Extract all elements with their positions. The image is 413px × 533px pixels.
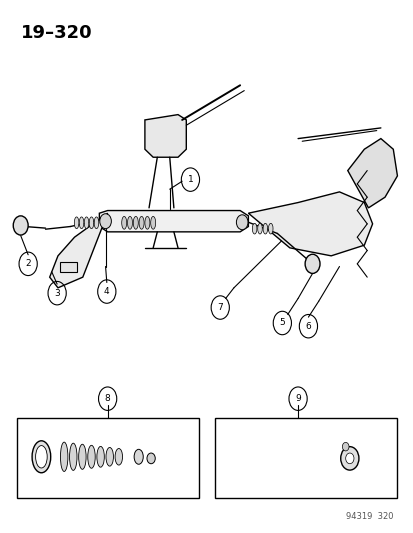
Bar <box>60 262 76 272</box>
Circle shape <box>345 453 353 464</box>
PathPatch shape <box>50 213 107 288</box>
Ellipse shape <box>60 442 68 472</box>
Text: 7: 7 <box>217 303 223 312</box>
Ellipse shape <box>252 223 256 234</box>
Ellipse shape <box>69 443 77 471</box>
Bar <box>17 418 198 498</box>
Ellipse shape <box>106 448 113 466</box>
Circle shape <box>304 254 319 273</box>
PathPatch shape <box>99 211 248 232</box>
Ellipse shape <box>268 223 273 234</box>
Ellipse shape <box>115 449 122 465</box>
Circle shape <box>340 447 358 470</box>
Ellipse shape <box>36 446 47 468</box>
Ellipse shape <box>139 216 144 229</box>
Ellipse shape <box>127 216 132 229</box>
Text: 9: 9 <box>294 394 300 403</box>
Text: 3: 3 <box>54 289 60 297</box>
PathPatch shape <box>145 115 186 157</box>
Text: 94319  320: 94319 320 <box>345 512 392 521</box>
Ellipse shape <box>263 223 267 234</box>
Ellipse shape <box>74 217 78 229</box>
Ellipse shape <box>97 446 104 467</box>
Circle shape <box>147 453 155 464</box>
Ellipse shape <box>79 217 83 229</box>
Circle shape <box>236 215 247 230</box>
Ellipse shape <box>134 449 143 464</box>
Ellipse shape <box>78 445 86 470</box>
Bar <box>215 418 396 498</box>
Ellipse shape <box>84 217 88 229</box>
Text: 19–320: 19–320 <box>21 24 92 42</box>
Text: 4: 4 <box>104 287 109 296</box>
Text: 1: 1 <box>187 175 193 184</box>
Text: 8: 8 <box>104 394 110 403</box>
Ellipse shape <box>89 217 93 229</box>
Text: 2: 2 <box>25 260 31 268</box>
Ellipse shape <box>145 216 150 229</box>
Ellipse shape <box>88 446 95 468</box>
Ellipse shape <box>94 217 98 229</box>
Ellipse shape <box>32 441 51 473</box>
PathPatch shape <box>347 139 396 208</box>
Ellipse shape <box>150 216 155 229</box>
Circle shape <box>13 216 28 235</box>
Ellipse shape <box>121 216 126 229</box>
Circle shape <box>342 442 348 451</box>
Text: 5: 5 <box>279 319 285 327</box>
Circle shape <box>100 214 111 229</box>
Ellipse shape <box>257 223 262 234</box>
Ellipse shape <box>133 216 138 229</box>
PathPatch shape <box>248 192 372 256</box>
Text: 6: 6 <box>305 322 311 330</box>
